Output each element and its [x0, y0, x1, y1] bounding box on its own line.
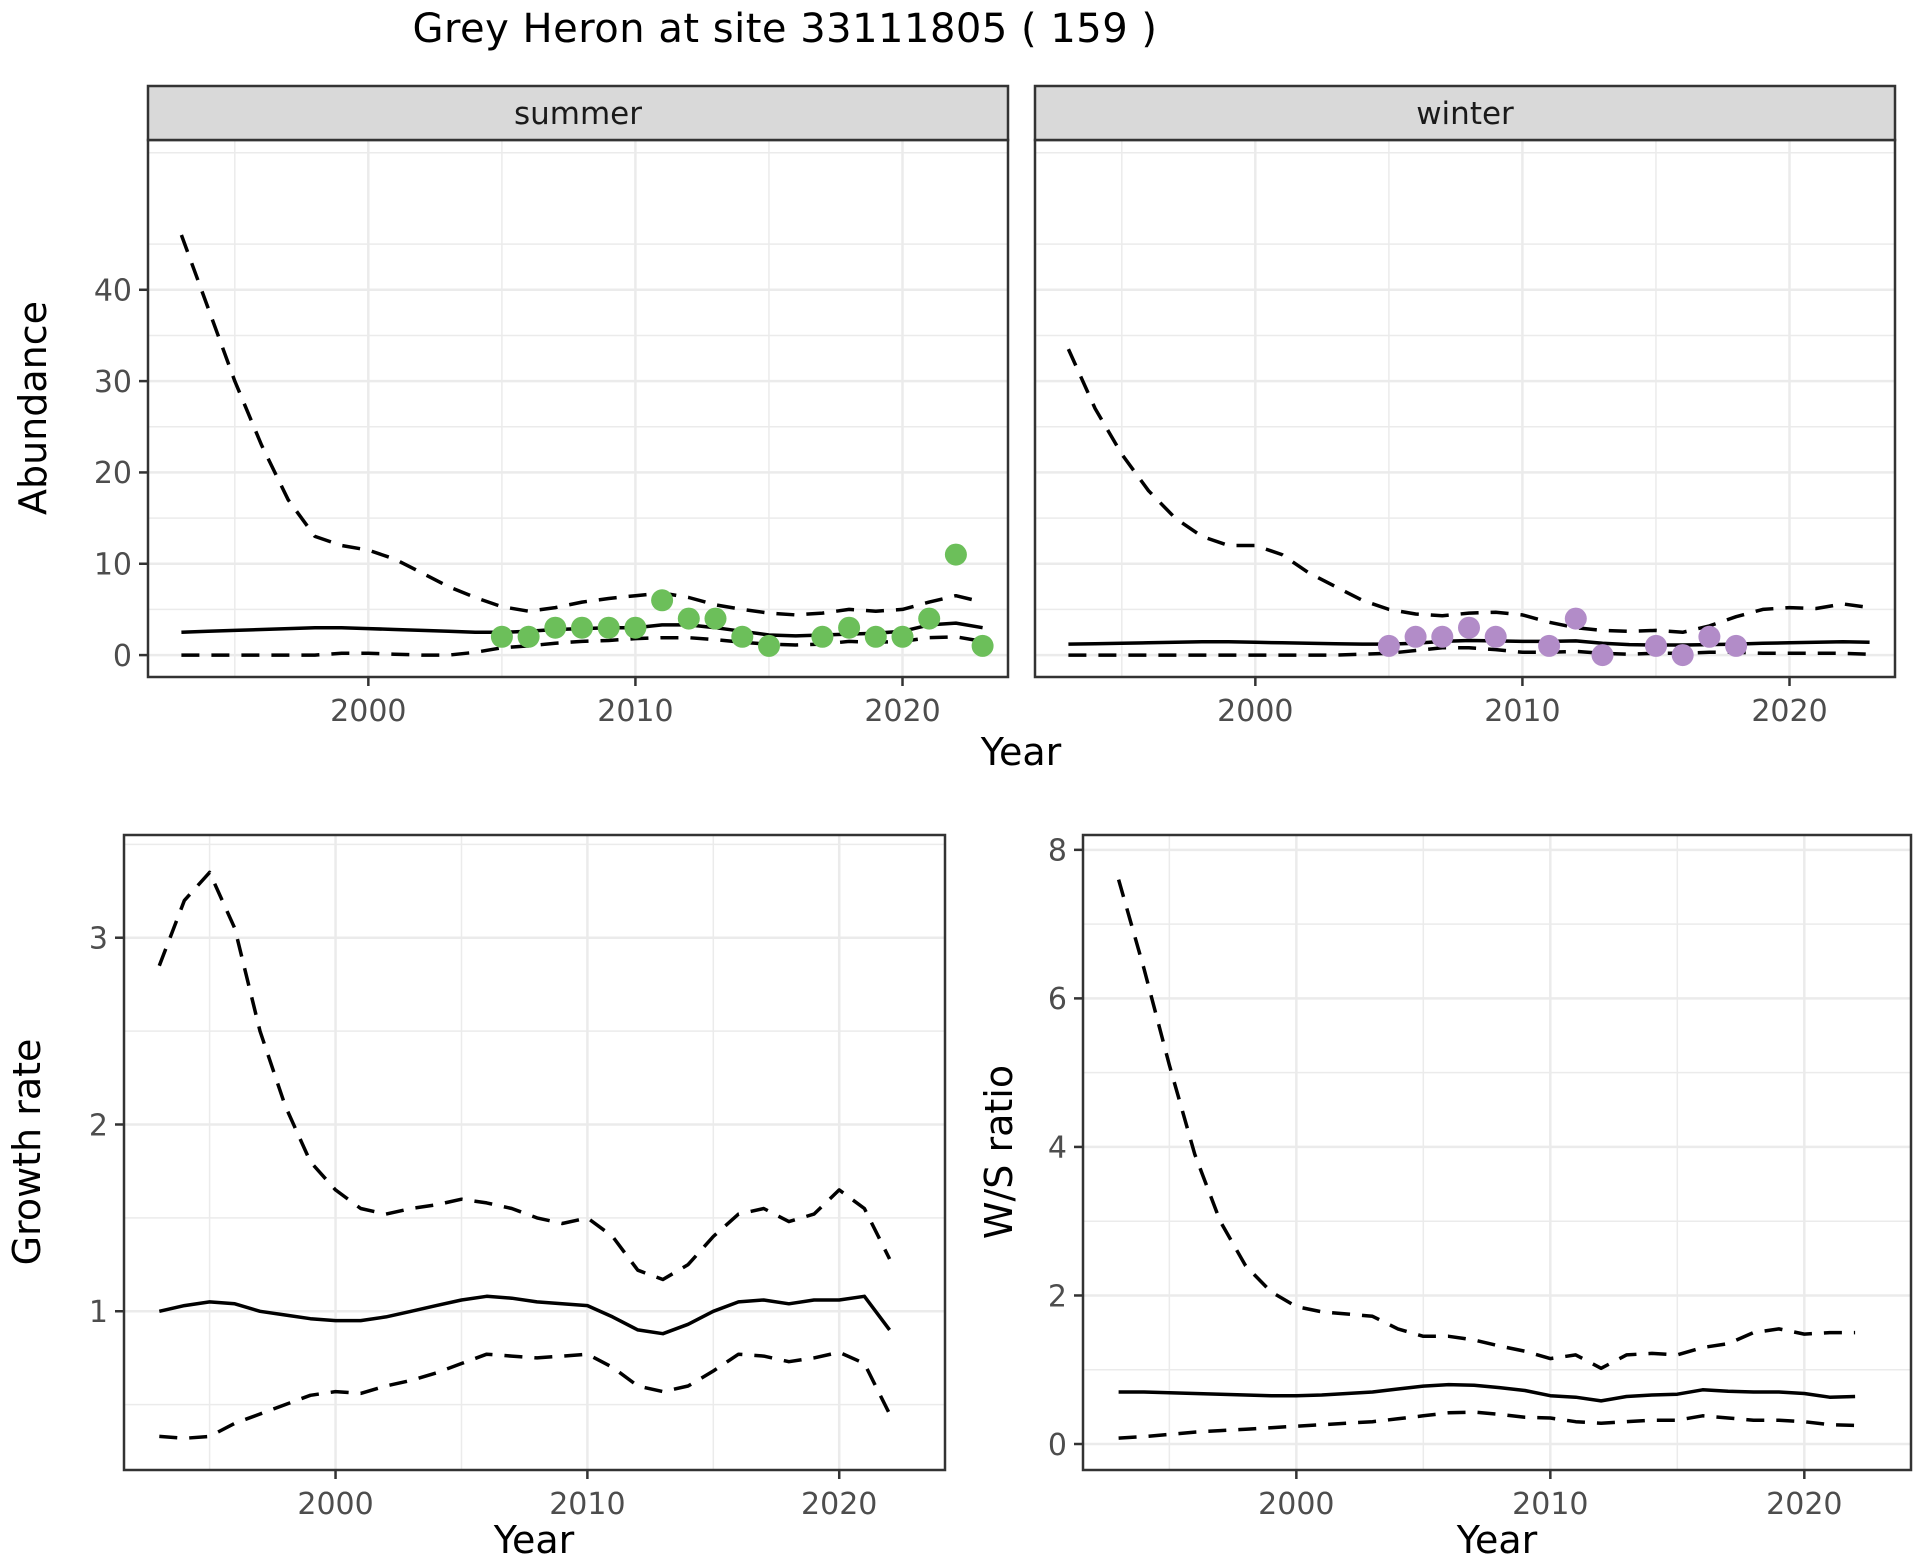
y-axis-title-abundance: Abundance	[11, 301, 55, 515]
y-tick-label: 8	[1048, 834, 1067, 869]
facet-strip	[1033, 84, 1897, 142]
series-upper_ci-line	[179, 234, 984, 617]
panel-background	[124, 835, 945, 1470]
x-tick-label: 2000	[1258, 1487, 1334, 1522]
series-lower_ci-line	[181, 635, 983, 657]
x-axis-title-year-top: Year	[980, 730, 1062, 774]
data-point	[811, 625, 834, 648]
data-point	[731, 625, 754, 648]
x-tick-label: 2010	[1512, 1487, 1588, 1522]
panel-growth-rate: 1 2 3 2000 2010 2020	[89, 833, 947, 1522]
x-tick-label: 2010	[597, 694, 673, 729]
series-median-line	[1118, 1382, 1856, 1403]
data-point	[918, 607, 941, 630]
y-tick-label: 6	[1048, 982, 1067, 1017]
y-axis-title-growth-rate: Growth rate	[5, 1039, 49, 1266]
observed-counts-winter	[1377, 607, 1748, 667]
y-tick-label: 0	[1048, 1428, 1067, 1463]
panel-border	[1081, 833, 1913, 1472]
x-tick-label: 2000	[330, 694, 406, 729]
data-point	[1698, 625, 1721, 648]
data-point	[1564, 607, 1587, 630]
x-tick-label: 2000	[297, 1487, 373, 1522]
panel-background	[1035, 140, 1895, 677]
series-median-line	[158, 1294, 891, 1336]
data-point	[864, 625, 887, 648]
data-point	[971, 634, 994, 657]
data-layer	[179, 234, 994, 657]
x-axis-title-year-growth: Year	[493, 1518, 575, 1560]
data-point	[517, 625, 540, 648]
data-point	[1538, 634, 1561, 657]
y-tick-label: 3	[89, 922, 108, 957]
data-layer	[157, 870, 892, 1441]
y-tick-label: 2	[1048, 1279, 1067, 1314]
data-point	[677, 607, 700, 630]
y-tick-label: 4	[1048, 1131, 1067, 1166]
chart-title: Grey Heron at site 33111805 ( 159 )	[412, 6, 1158, 52]
y-tick-label: 1	[89, 1295, 108, 1330]
panel-abundance-summer: summer 0 10 20 30 40 2000 2010 2020	[94, 84, 1010, 729]
data-point	[838, 616, 861, 639]
x-tick-label: 2020	[864, 694, 940, 729]
observed-counts-summer	[490, 543, 994, 657]
data-layer	[1066, 348, 1870, 667]
y-axis-title-ws-ratio: W/S ratio	[977, 1065, 1021, 1239]
panel-background	[1083, 835, 1911, 1470]
data-layer	[1116, 879, 1856, 1440]
data-point	[624, 616, 647, 639]
y-tick-label: 30	[94, 365, 132, 400]
panel-border	[122, 833, 947, 1472]
data-point	[1377, 634, 1400, 657]
y-tick-label: 40	[94, 274, 132, 309]
panel-ws-ratio: 0 2 4 6 8 2000 2010 2020	[1048, 833, 1913, 1522]
x-tick-label: 2010	[549, 1487, 625, 1522]
series-upper_ci-line	[1066, 348, 1870, 635]
data-point	[1725, 634, 1748, 657]
data-point	[1484, 625, 1507, 648]
x-axis-title-year-ws: Year	[1456, 1518, 1538, 1560]
y-tick-label: 20	[94, 456, 132, 491]
x-tick-label: 2020	[1751, 694, 1827, 729]
data-point	[1645, 634, 1667, 657]
data-point	[597, 616, 620, 639]
data-point	[944, 543, 967, 566]
data-point	[490, 625, 513, 648]
y-tick-label: 2	[89, 1108, 108, 1143]
series-upper_ci-line	[1116, 879, 1856, 1371]
x-tick-label: 2020	[801, 1487, 877, 1522]
series-upper_ci-line	[157, 870, 892, 1282]
data-point	[1431, 625, 1454, 648]
data-point	[1671, 644, 1694, 667]
data-point	[544, 616, 567, 639]
series-lower_ci-line	[1118, 1410, 1856, 1440]
data-point	[571, 616, 593, 639]
panel-background	[148, 140, 1008, 677]
data-point	[891, 625, 914, 648]
x-tick-label: 2000	[1217, 694, 1293, 729]
data-point	[651, 589, 674, 612]
data-point	[758, 634, 780, 657]
x-tick-label: 2020	[1766, 1487, 1842, 1522]
facet-strip-label: winter	[1416, 96, 1514, 132]
facet-strip-label: summer	[514, 96, 642, 132]
x-tick-label: 2010	[1484, 694, 1560, 729]
panel-abundance-winter: winter 2000 2010 2020	[1033, 84, 1897, 729]
data-point	[1458, 616, 1480, 639]
y-tick-label: 0	[113, 639, 132, 674]
y-tick-label: 10	[94, 548, 132, 583]
data-point	[704, 607, 727, 630]
facet-strip	[146, 84, 1010, 142]
data-point	[1591, 644, 1614, 667]
series-lower_ci-line	[159, 1350, 892, 1441]
data-point	[1404, 625, 1427, 648]
